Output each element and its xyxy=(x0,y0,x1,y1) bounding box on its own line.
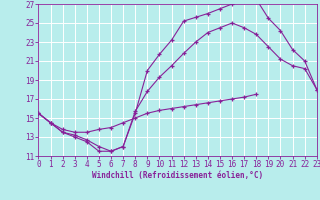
X-axis label: Windchill (Refroidissement éolien,°C): Windchill (Refroidissement éolien,°C) xyxy=(92,171,263,180)
